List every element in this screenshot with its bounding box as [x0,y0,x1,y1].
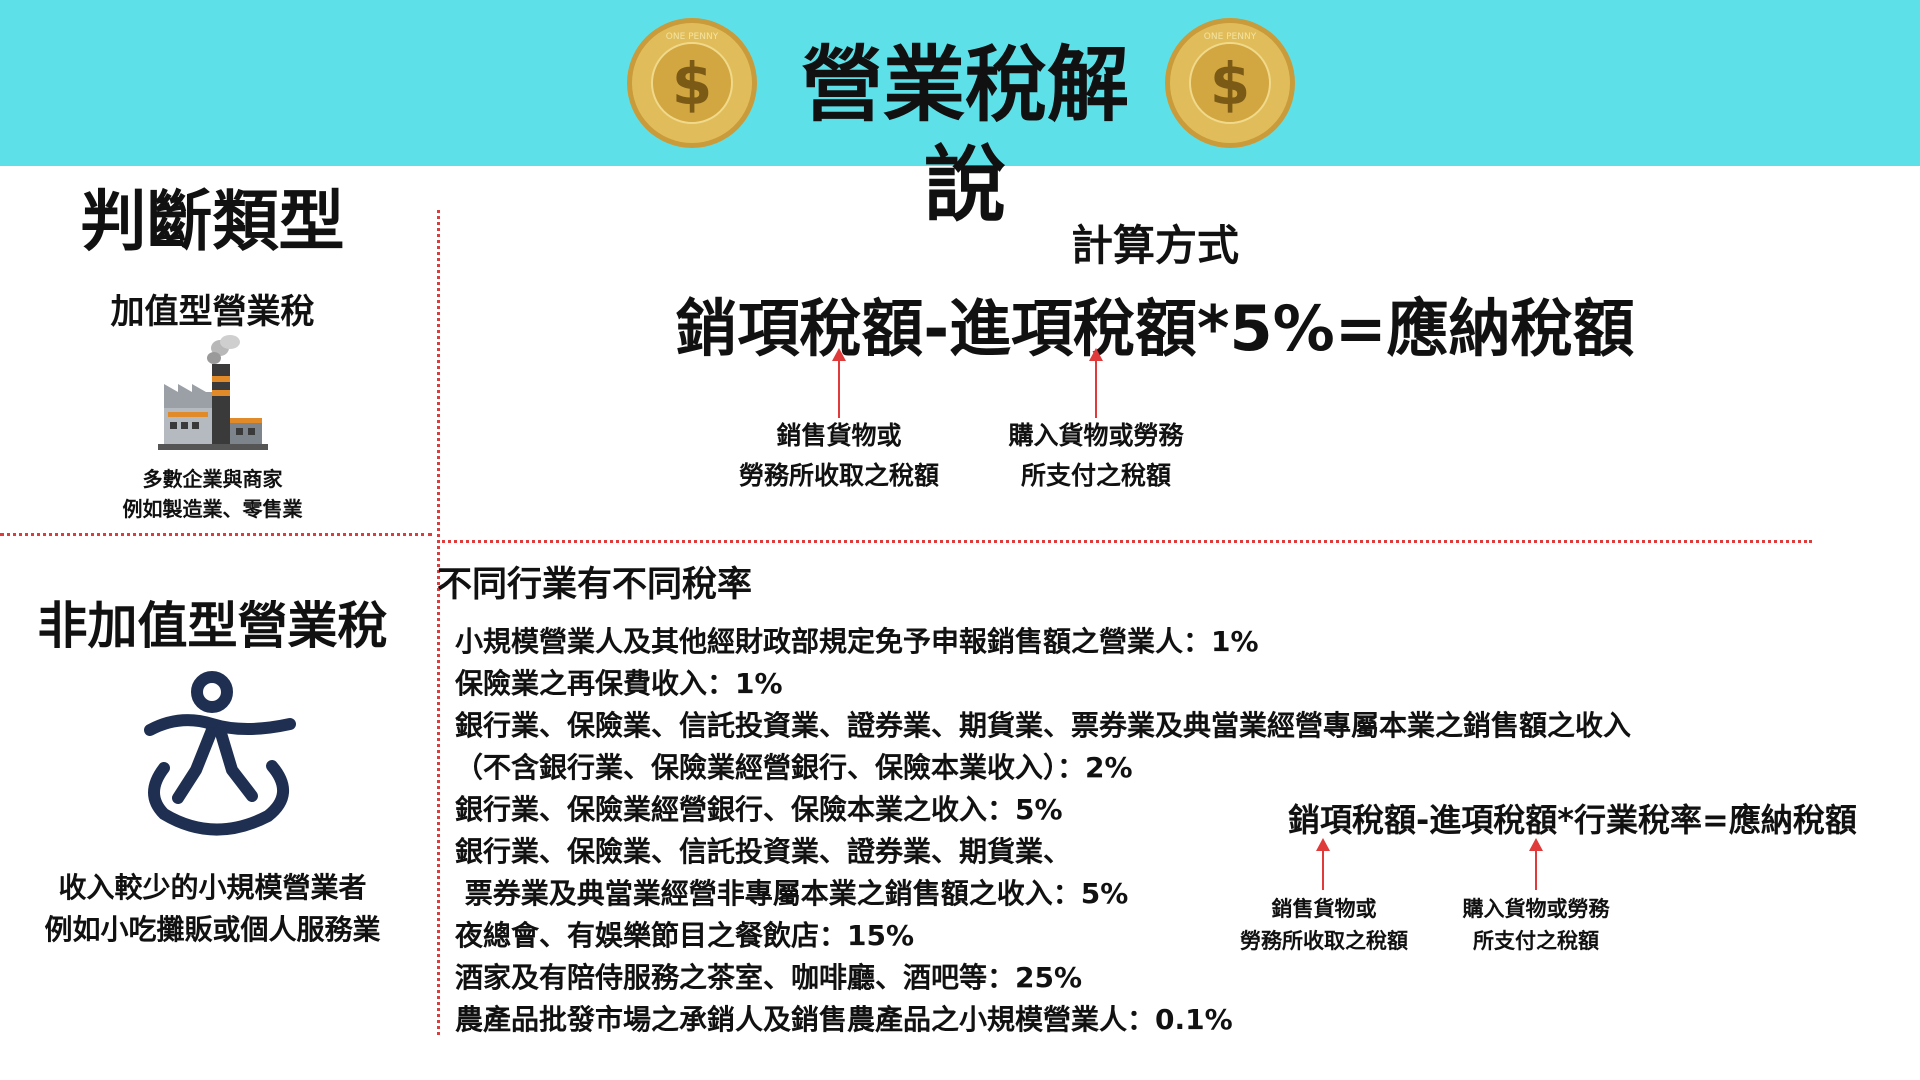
coin-symbol: $ [672,50,712,118]
arrow-up-icon [1529,838,1543,851]
arrow-up-icon [832,348,846,361]
rate-line: 夜總會、有娛樂節目之餐飲店：15% [455,919,915,952]
coin-icon: $ ONE PENNY [1165,18,1295,148]
non-vat-desc-line2: 例如小吃攤販或個人服務業 [44,913,381,946]
rates-title: 不同行業有不同稅率 [437,565,753,605]
input-tax-note-line2: 所支付之稅額 [1020,461,1171,490]
coin-text: ONE PENNY [666,32,719,42]
output-tax-note-line2: 勞務所收取之稅額 [1240,929,1408,953]
arrow-line [1322,850,1324,890]
arrow-up-icon [1089,348,1103,361]
non-vat-title: 非加值型營業稅 [37,597,388,655]
rate-line: 銀行業、保險業經營銀行、保險本業之收入：5% [455,793,1063,826]
output-tax-note-line1: 銷售貨物或 [1271,897,1377,921]
arrow-line [1095,360,1097,418]
calc-title: 計算方式 [1070,221,1239,270]
vertical-divider [437,210,440,1035]
output-tax-note-line1: 銷售貨物或 [776,421,902,450]
rate-line: 保險業之再保費收入：1% [455,667,783,700]
rate-line: （不含銀行業、保險業經營銀行、保險本業收入）：2% [455,751,1133,784]
rate-line: 小規模營業人及其他經財政部規定免予申報銷售額之營業人：1% [455,625,1259,658]
input-tax-note-line1: 購入貨物或勞務 [1008,421,1184,450]
arrow-up-icon [1316,838,1330,851]
coin-icon: $ ONE PENNY [627,18,757,148]
output-tax-note-line2: 勞務所收取之稅額 [738,461,939,490]
rate-line: 酒家及有陪侍服務之茶室、咖啡廳、酒吧等：25% [455,961,1083,994]
vat-formula: 銷項稅額-進項稅額*5%=應納稅額 [675,292,1635,365]
page-title: 營業稅解說 [800,38,1129,233]
arrow-line [1535,850,1537,890]
person-meditation-icon [144,671,296,836]
rate-line: 銀行業、保險業、信託投資業、證券業、期貨業、 [455,835,1072,868]
input-tax-note-line1: 購入貨物或勞務 [1462,897,1610,921]
rate-line: 票券業及典當業經營非專屬本業之銷售額之收入：5% [455,877,1129,910]
rate-line: 銀行業、保險業、信託投資業、證券業、期貨業、票券業及典當業經營專屬本業之銷售額之… [455,709,1632,742]
non-vat-formula: 銷項稅額-進項稅額*行業稅率=應納稅額 [1288,801,1857,839]
horizontal-divider-left [0,533,432,536]
non-vat-desc-line1: 收入較少的小規模營業者 [58,871,367,904]
coin-symbol: $ [1210,50,1250,118]
rate-line: 農產品批發市場之承銷人及銷售農產品之小規模營業人：0.1% [455,1003,1233,1036]
vat-title: 加值型營業稅 [110,292,315,332]
header-banner [0,0,1920,166]
vat-desc-line1: 多數企業與商家 [142,467,283,491]
vat-desc-line2: 例如製造業、零售業 [122,497,303,521]
factory-icon [158,335,268,450]
section-heading: 判斷類型 [80,183,345,260]
horizontal-divider-right [437,540,1812,543]
input-tax-note-line2: 所支付之稅額 [1473,929,1599,953]
arrow-line [838,360,840,418]
coin-text: ONE PENNY [1204,32,1257,42]
